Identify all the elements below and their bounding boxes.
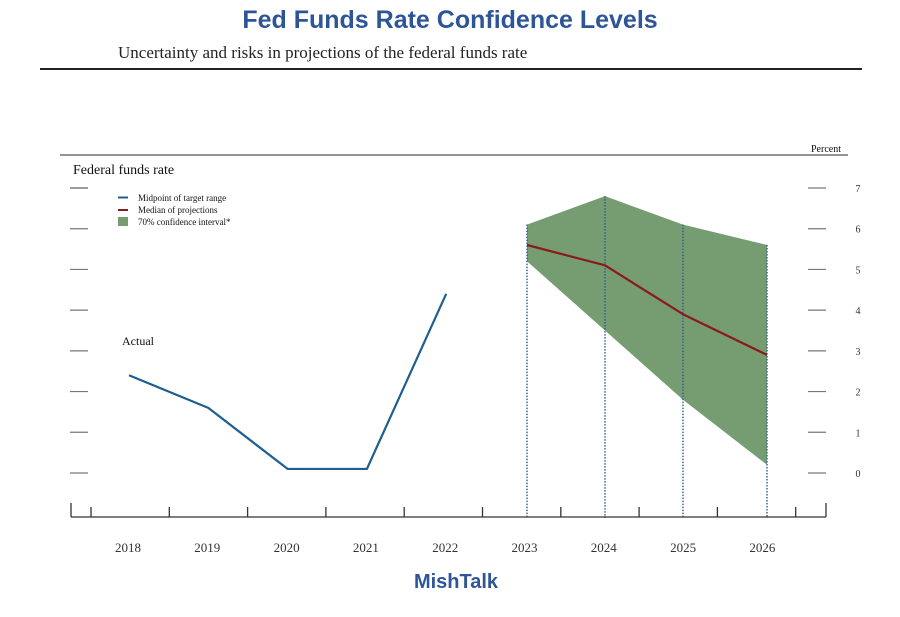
x-tick-label-2020: 2020 [274,540,300,555]
x-tick-label-2025: 2025 [670,540,696,555]
y-tick-label: 3 [856,347,861,358]
brand-footer: MishTalk [413,571,499,593]
x-axis: 2018 2019 2020 2021 2022 2023 2024 2025 2026 [70,503,827,555]
x-tick-label-2024: 2024 [591,540,618,555]
x-tick-label-2026: 2026 [749,540,776,555]
legend-swatch-ci [118,217,128,226]
midpoint-line [128,293,448,471]
x-tick-label-2022: 2022 [432,540,458,555]
y-tick-label: 0 [856,469,861,480]
actual-annotation: Actual [122,334,155,348]
y-tick-label: 7 [856,184,861,195]
page-subtitle: Uncertainty and risks in projections of … [118,43,528,62]
chart-title: Federal funds rate [73,163,174,178]
confidence-interval-area [527,196,767,465]
projection-year-markers [526,196,768,518]
y-tick-label: 4 [856,306,861,317]
median-line [526,243,768,356]
title-divider [40,68,862,70]
y-tick-label: 6 [856,225,861,236]
x-tick-label-2021: 2021 [353,540,379,555]
x-tick-label-2019: 2019 [194,540,220,555]
x-tick-label-2023: 2023 [512,540,538,555]
legend-label-midpoint: Midpoint of target range [138,193,226,203]
legend-label-ci: 70% confidence interval* [138,217,231,227]
x-tick-label-2018: 2018 [115,540,141,555]
confidence-interval-layer [527,196,767,465]
series-lines [128,243,768,471]
legend: Midpoint of target range Median of proje… [118,193,231,227]
y-tick-label: 1 [856,428,861,439]
y-axis-label: Percent [811,144,841,155]
page-title: Fed Funds Rate Confidence Levels [242,6,658,34]
legend-label-median: Median of projections [138,205,218,215]
y-ticks: 0 1 2 3 4 5 6 7 [70,184,861,480]
y-tick-label: 2 [856,388,861,399]
y-tick-label: 5 [856,265,861,276]
